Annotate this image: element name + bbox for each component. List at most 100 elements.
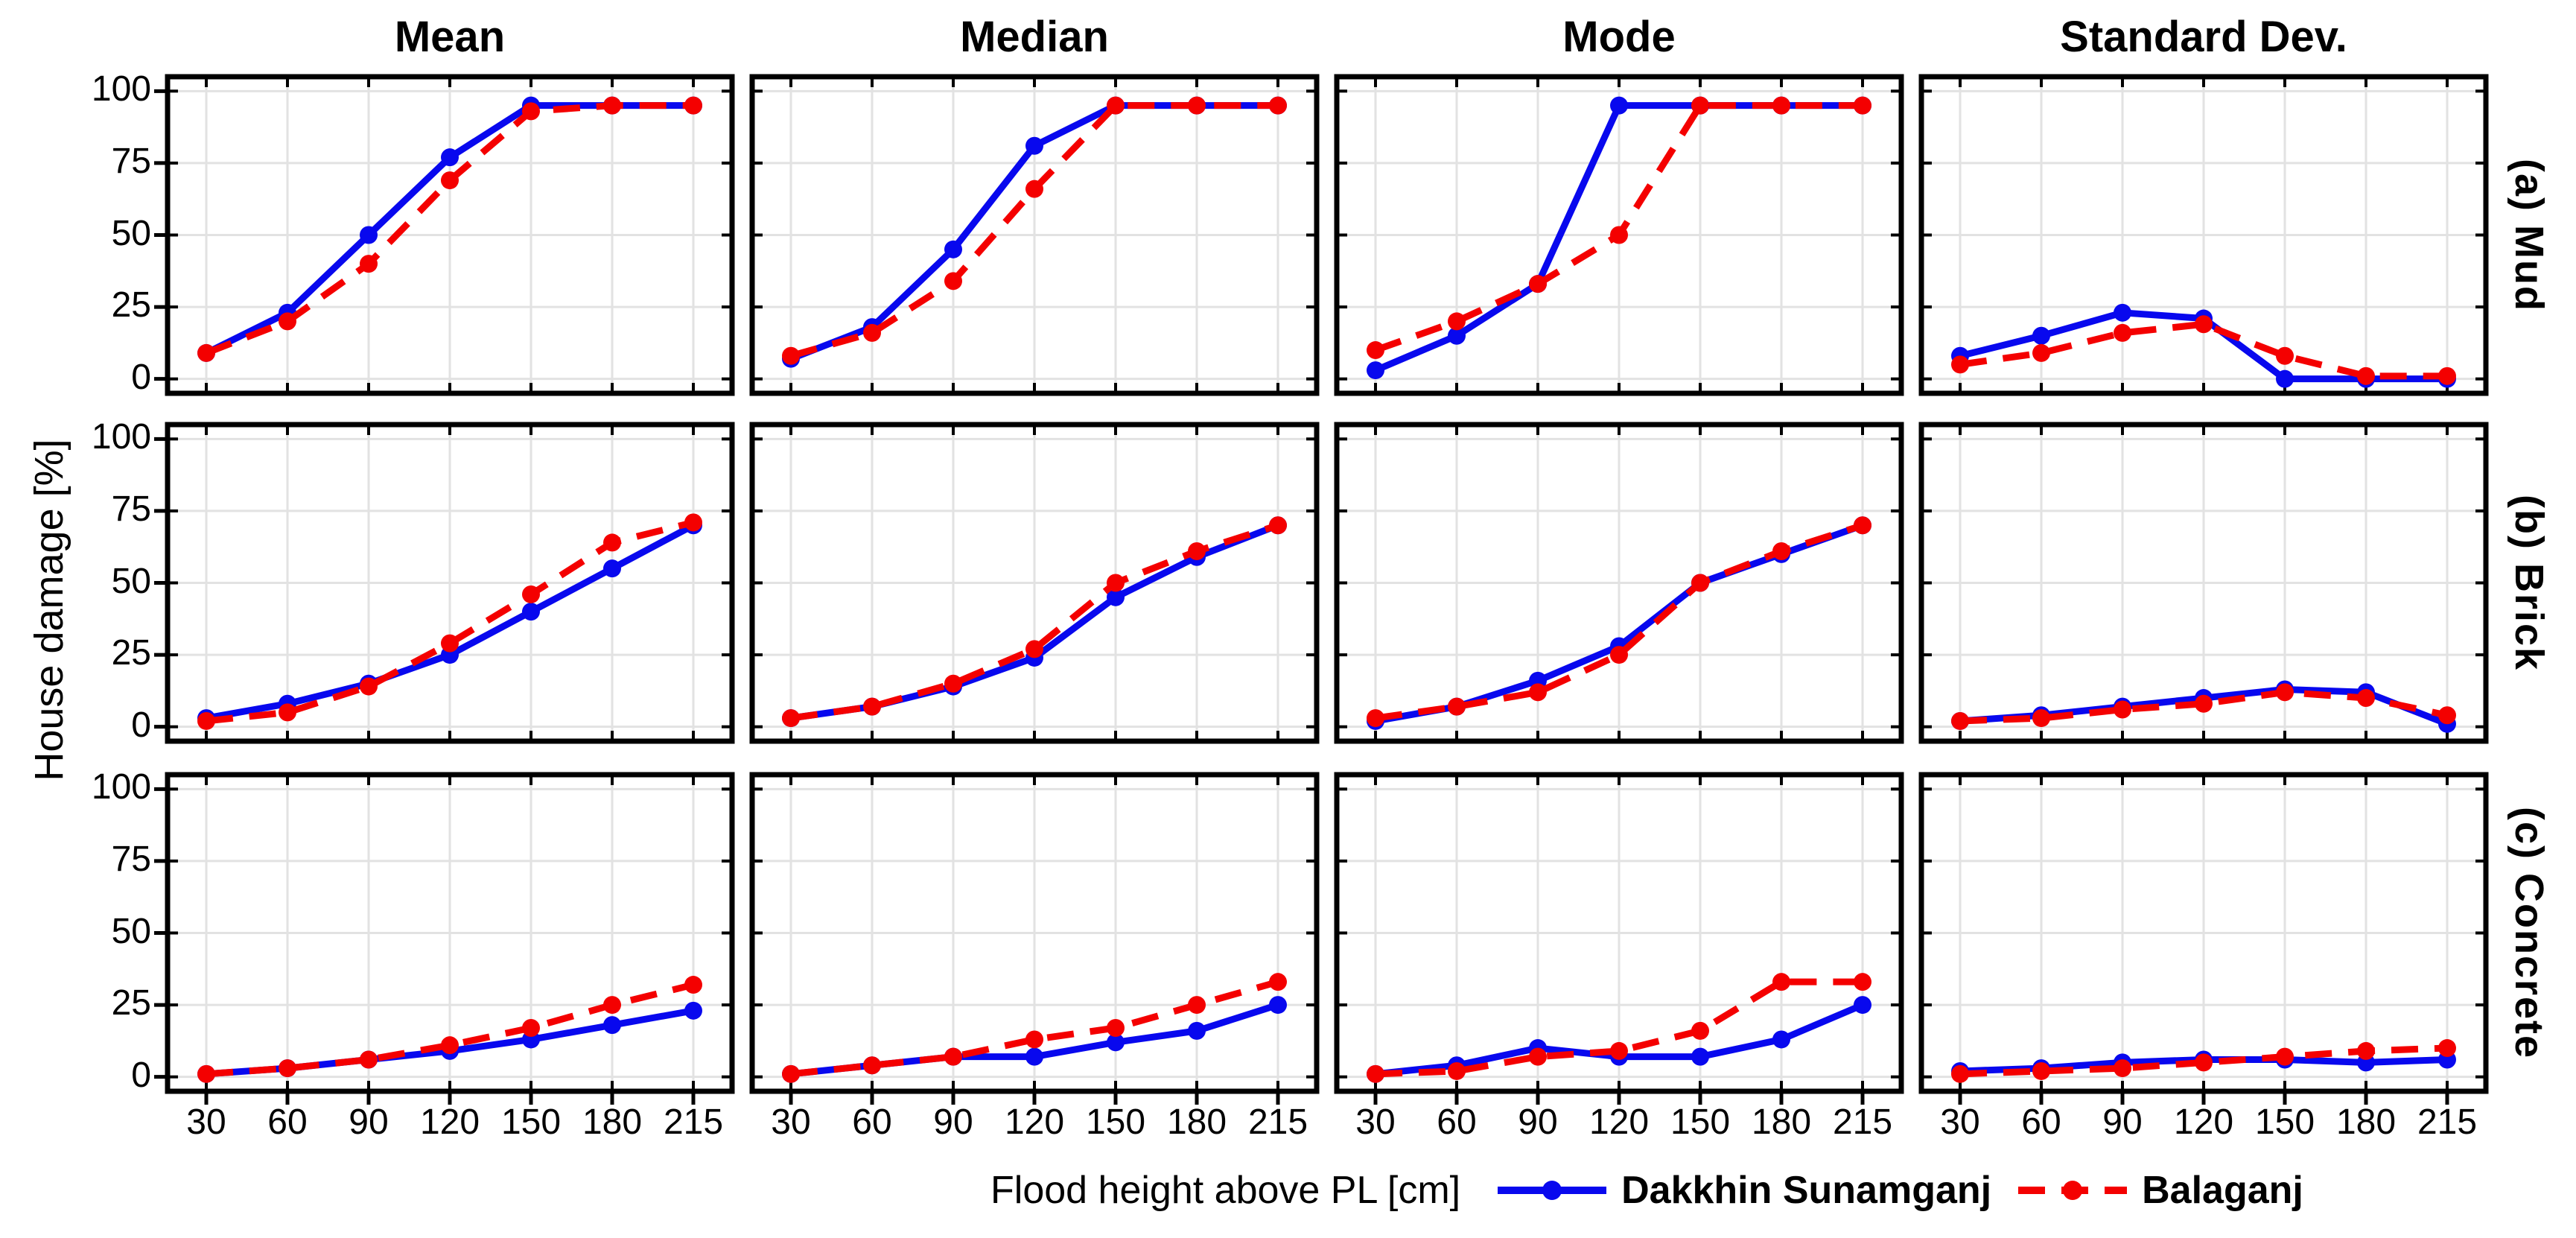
data-point-dakkhin-sunamganj: [1448, 326, 1466, 345]
panel-mode-a-mud: [1334, 74, 1904, 396]
data-point-balaganj: [1529, 1047, 1547, 1066]
data-point-balaganj: [2438, 1039, 2456, 1058]
data-point-balaganj: [1610, 226, 1628, 244]
y-tick-label: 100: [91, 767, 151, 807]
data-point-balaganj: [1107, 96, 1125, 115]
chart-svg: [1334, 422, 1904, 744]
data-point-balaganj: [2114, 1059, 2131, 1078]
chart-svg: [749, 74, 1320, 396]
data-point-dakkhin-sunamganj: [1269, 996, 1287, 1015]
data-point-balaganj: [684, 976, 702, 994]
data-point-balaganj: [1025, 180, 1043, 198]
panel-border: [1334, 74, 1904, 396]
x-tick-label: 60: [852, 1102, 892, 1142]
data-point-dakkhin-sunamganj: [441, 148, 459, 167]
data-point-balaganj: [684, 96, 702, 115]
chart-svg: [154, 422, 735, 744]
x-tick-label: 215: [663, 1102, 724, 1142]
data-point-balaganj: [1367, 709, 1384, 728]
chart-svg: [1918, 74, 2489, 396]
x-tick-label: 180: [2335, 1102, 2397, 1142]
data-point-balaganj: [2195, 694, 2213, 713]
x-tick-label: 90: [349, 1102, 389, 1142]
panel-border: [1918, 74, 2489, 396]
chart-svg: [1334, 772, 1904, 1105]
data-point-balaganj: [522, 102, 540, 121]
chart-svg: [1918, 772, 2489, 1105]
y-tick-label: 50: [111, 561, 151, 601]
panel-border: [749, 74, 1320, 396]
panel-mean-c-concrete: [154, 772, 735, 1105]
x-tick-label: 60: [267, 1102, 308, 1142]
x-tick-label: 120: [2173, 1102, 2234, 1142]
legend-line-dashed-dot-icon: [2018, 1181, 2128, 1200]
y-tick-label: 25: [111, 285, 151, 326]
data-point-balaganj: [279, 703, 296, 722]
data-point-balaganj: [1188, 96, 1206, 115]
data-point-balaganj: [2032, 1061, 2050, 1080]
data-point-balaganj: [441, 171, 459, 190]
legend-entry-dakkhin-sunamganj: Dakkhin Sunamganj: [1496, 1168, 1991, 1213]
y-tick-label: 50: [111, 213, 151, 253]
data-point-balaganj: [863, 323, 881, 342]
data-point-balaganj: [1367, 1064, 1384, 1083]
data-point-dakkhin-sunamganj: [1691, 1047, 1709, 1066]
data-point-dakkhin-sunamganj: [1107, 1033, 1125, 1052]
data-point-balaganj: [782, 1064, 800, 1083]
x-tick-label: 150: [1670, 1102, 1731, 1142]
data-point-balaganj: [603, 996, 621, 1015]
data-point-dakkhin-sunamganj: [603, 1016, 621, 1035]
y-axis-label: House damage [%]: [27, 439, 71, 781]
data-point-balaganj: [360, 1050, 378, 1069]
x-tick-label: 215: [1247, 1102, 1308, 1142]
row-label-brick: (b) Brick: [2507, 494, 2551, 672]
data-point-dakkhin-sunamganj: [1610, 96, 1628, 115]
x-tick-label: 60: [2021, 1102, 2061, 1142]
data-point-dakkhin-sunamganj: [2114, 303, 2131, 322]
row-label-concrete: (c) Concrete: [2507, 806, 2551, 1060]
data-point-dakkhin-sunamganj: [2032, 326, 2050, 345]
data-point-balaganj: [1772, 973, 1790, 991]
data-point-balaganj: [2195, 315, 2213, 334]
data-point-balaganj: [944, 674, 962, 693]
x-tick-label: 150: [500, 1102, 562, 1142]
data-point-balaganj: [1772, 542, 1790, 560]
data-point-balaganj: [360, 677, 378, 696]
data-point-balaganj: [1448, 697, 1466, 716]
data-point-dakkhin-sunamganj: [1772, 1030, 1790, 1049]
data-point-balaganj: [782, 346, 800, 365]
panel-border: [1334, 422, 1904, 744]
data-point-balaganj: [1188, 996, 1206, 1015]
y-tick-label: 100: [91, 69, 151, 109]
data-point-balaganj: [1772, 96, 1790, 115]
data-point-balaganj: [1951, 355, 1969, 374]
x-axis-label: Flood height above PL [cm]: [990, 1169, 1461, 1212]
chart-svg: [749, 422, 1320, 744]
data-point-balaganj: [2276, 683, 2294, 702]
panel-standard-dev--a-mud: [1918, 74, 2489, 396]
chart-svg: [749, 772, 1320, 1105]
panel-border: [165, 74, 735, 396]
y-tick-label: 50: [111, 911, 151, 951]
x-tick-label: 180: [582, 1102, 643, 1142]
data-point-balaganj: [603, 96, 621, 115]
data-point-balaganj: [1107, 1019, 1125, 1037]
data-point-balaganj: [1529, 683, 1547, 702]
data-point-balaganj: [944, 1047, 962, 1066]
column-title-stddev: Standard Dev.: [2060, 13, 2347, 61]
panel-border: [749, 772, 1320, 1094]
data-point-balaganj: [1691, 96, 1709, 115]
data-point-balaganj: [2438, 706, 2456, 725]
x-tick-label: 60: [1437, 1102, 1477, 1142]
panel-standard-dev--b-brick: [1918, 422, 2489, 744]
x-tick-label: 180: [1166, 1102, 1227, 1142]
chart-svg: [1334, 74, 1904, 396]
data-point-balaganj: [1610, 1041, 1628, 1060]
legend-label-dakkhin-sunamganj: Dakkhin Sunamganj: [1621, 1169, 1992, 1212]
data-point-balaganj: [197, 343, 215, 362]
legend-entry-balaganj: Balaganj: [2017, 1168, 2303, 1213]
data-point-dakkhin-sunamganj: [1107, 588, 1125, 606]
panel-median-a-mud: [749, 74, 1320, 396]
data-point-balaganj: [2438, 366, 2456, 385]
